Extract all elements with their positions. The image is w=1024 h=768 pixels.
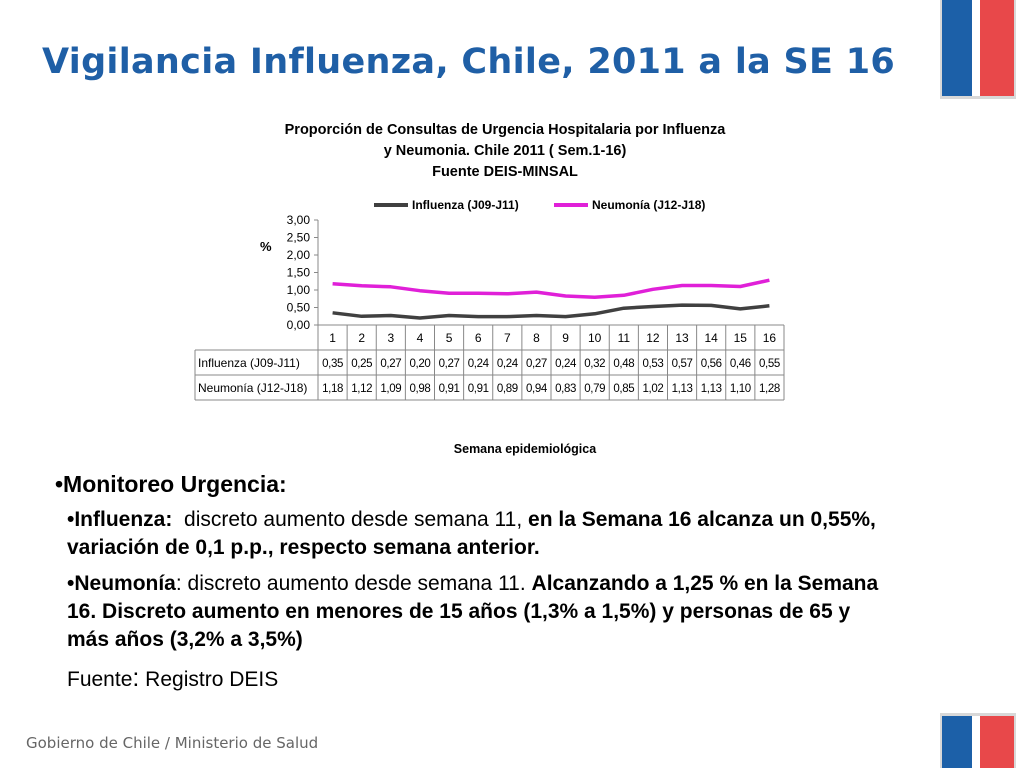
- y-axis-label: %: [260, 239, 272, 254]
- table-cell-value: 1,10: [730, 383, 751, 395]
- bullet-fuente: Fuente: Registro DEIS: [55, 664, 885, 694]
- chart-title: Proporción de Consultas de Urgencia Hosp…: [190, 120, 820, 183]
- bullet-neumonia-label: •Neumonía: [67, 572, 176, 595]
- x-tick-label: 2: [358, 331, 365, 345]
- table-cell-value: 0,24: [497, 358, 519, 370]
- table-cell-value: 0,94: [526, 383, 548, 395]
- table-cell-value: 0,27: [380, 358, 401, 370]
- flag-decoration-bottom: [942, 716, 1014, 768]
- bullet-influenza-label: •Influenza:: [67, 508, 173, 531]
- slide-title: Vigilancia Influenza, Chile, 2011 a la S…: [42, 42, 896, 82]
- table-cell-value: 0,32: [584, 358, 605, 370]
- bullet-neumonia-text: : discreto aumento desde semana 11.: [175, 572, 532, 595]
- table-cell-value: 0,83: [555, 383, 576, 395]
- summary-text: •Monitoreo Urgencia: •Influenza: discret…: [55, 470, 885, 694]
- table-cell-value: 0,53: [643, 358, 664, 370]
- x-tick-label: 12: [646, 331, 660, 345]
- x-tick-label: 15: [734, 331, 748, 345]
- flag-decoration-top: [942, 0, 1014, 96]
- table-cell-value: 0,27: [439, 358, 460, 370]
- legend-label-influenza: Influenza (J09-J11): [412, 198, 519, 212]
- x-tick-label: 5: [446, 331, 453, 345]
- table-cell-value: 0,24: [555, 358, 577, 370]
- y-tick-label: 2,00: [287, 248, 311, 262]
- fuente-label: Fuente: [67, 668, 133, 691]
- x-tick-label: 14: [705, 331, 719, 345]
- y-tick-label: 3,00: [287, 213, 311, 227]
- x-tick-label: 16: [763, 331, 777, 345]
- table-cell-value: 0,91: [468, 383, 489, 395]
- x-tick-label: 1: [329, 331, 336, 345]
- table-cell-value: 0,98: [410, 383, 431, 395]
- table-cell-value: 0,35: [322, 358, 343, 370]
- bullet-neumonia: •Neumonía: discreto aumento desde semana…: [55, 570, 885, 654]
- table-cell-value: 1,02: [643, 383, 664, 395]
- chart-title-line-1: Proporción de Consultas de Urgencia Hosp…: [284, 122, 726, 138]
- table-cell-value: 0,20: [410, 358, 431, 370]
- x-tick-label: 10: [588, 331, 602, 345]
- legend-label-neumonia: Neumonía (J12-J18): [592, 198, 706, 212]
- x-tick-label: 13: [675, 331, 689, 345]
- table-cell-value: 0,89: [497, 383, 518, 395]
- table-row-label: Neumonía (J12-J18): [198, 381, 307, 395]
- table-cell-value: 0,79: [584, 383, 605, 395]
- table-row-label: Influenza (J09-J11): [198, 356, 300, 370]
- legend-swatch-influenza: [374, 203, 408, 207]
- table-cell-value: 1,13: [701, 383, 722, 395]
- y-tick-label: 0,50: [287, 301, 311, 315]
- y-tick-label: 2,50: [287, 231, 311, 245]
- influenza-line: [332, 303, 770, 320]
- table-cell-value: 1,12: [351, 383, 372, 395]
- y-tick-label: 0,00: [287, 318, 311, 332]
- bullet-influenza-text: discreto aumento desde semana 11,: [172, 508, 529, 531]
- x-tick-label: 3: [387, 331, 394, 345]
- table-cell-value: 0,27: [526, 358, 547, 370]
- x-tick-label: 9: [562, 331, 569, 345]
- x-tick-label: 7: [504, 331, 511, 345]
- fuente-colon: :: [132, 664, 140, 692]
- chart: Proporción de Consultas de Urgencia Hosp…: [190, 115, 790, 460]
- fuente-text: Registro DEIS: [139, 668, 279, 691]
- table-cell-value: 0,48: [613, 358, 634, 370]
- table-cell-value: 0,24: [468, 358, 490, 370]
- x-tick-label: 11: [618, 331, 631, 345]
- legend-influenza: Influenza (J09-J11): [374, 198, 519, 212]
- legend-neumonia: Neumonía (J12-J18): [554, 198, 705, 212]
- x-tick-label: 8: [533, 331, 540, 345]
- legend-swatch-neumonia: [554, 203, 588, 207]
- table-cell-value: 0,55: [759, 358, 780, 370]
- bullet-heading: •Monitoreo Urgencia:: [55, 471, 287, 497]
- chart-title-line-3: Fuente DEIS-MINSAL: [432, 164, 578, 180]
- chart-plot: 3,002,502,001,501,000,500,001 2 3 4 5 6 7 8 9 10 1…: [194, 213, 785, 401]
- bullet-influenza: •Influenza: discreto aumento desde seman…: [55, 506, 885, 562]
- x-tick-label: 4: [417, 331, 424, 345]
- x-axis-label: Semana epidemiológica: [453, 442, 597, 456]
- table-cell-value: 1,13: [672, 383, 693, 395]
- table-cell-value: 0,57: [672, 358, 693, 370]
- bullet-neumonia-highlight: Alcanzando a 1,25 % en la Semana 16. Dis…: [67, 572, 879, 651]
- chart-title-line-2: y Neumonia. Chile 2011 ( Sem.1-16): [383, 143, 627, 159]
- y-tick-label: 1,50: [287, 266, 311, 280]
- x-tick-label: 6: [475, 331, 482, 345]
- table-cell-value: 0,91: [439, 383, 460, 395]
- table-cell-value: 1,09: [380, 383, 401, 395]
- y-tick-label: 1,00: [287, 283, 311, 297]
- table-cell-value: 0,25: [351, 358, 372, 370]
- table-cell-value: 1,28: [759, 383, 780, 395]
- table-cell-value: 0,56: [701, 358, 722, 370]
- bullet-influenza-highlight: en la Semana 16 alcanza un 0,55%, variac…: [67, 508, 876, 559]
- table-cell-value: 1,18: [322, 383, 343, 395]
- table-cell-value: 0,46: [730, 358, 751, 370]
- table-cell-value: 0,85: [613, 383, 634, 395]
- footer-text: Gobierno de Chile / Ministerio de Salud: [26, 734, 319, 752]
- neumonia-line: [332, 278, 770, 300]
